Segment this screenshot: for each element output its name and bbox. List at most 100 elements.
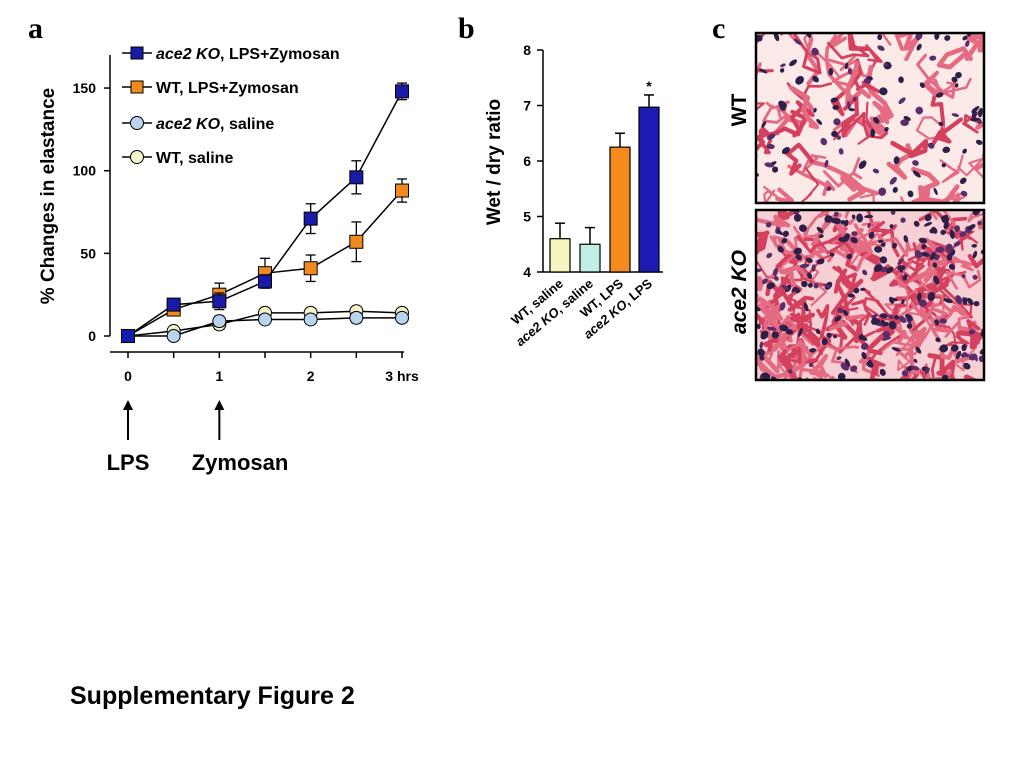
a-data-point [303, 261, 318, 276]
a-legend-label-rest: WT, LPS+Zymosan [156, 80, 299, 97]
tissue-nucleus [971, 106, 980, 113]
tissue-nucleus [766, 282, 776, 290]
tissue-septum [936, 46, 973, 70]
tissue-septum [787, 164, 836, 197]
tissue-nucleus [772, 166, 779, 173]
tissue-nucleus [860, 287, 866, 291]
tissue-septum [787, 299, 816, 326]
a-data-point [349, 234, 364, 249]
tissue-septum [964, 33, 984, 62]
tissue-nucleus [916, 292, 922, 302]
tissue-nucleus [877, 45, 885, 51]
tissue-septum [832, 265, 858, 292]
tissue-nucleus [873, 264, 883, 272]
tissue-nucleus [923, 222, 933, 227]
a-y-tick-label: 100 [73, 163, 97, 179]
a-legend-label-italic: ace2 KO [156, 116, 221, 133]
tissue-nucleus [779, 302, 786, 311]
tissue-septum [775, 187, 795, 203]
tissue-nucleus [785, 329, 793, 335]
tissue-nucleus [911, 365, 920, 371]
tissue-nucleus [951, 76, 958, 83]
tissue-nucleus [766, 326, 777, 331]
tissue-nucleus [781, 146, 790, 155]
tissue-nucleus [971, 243, 978, 248]
tissue-nucleus [816, 226, 824, 234]
tissue-nucleus [879, 87, 888, 96]
tissue-nucleus [811, 264, 816, 272]
tissue-septum [865, 44, 883, 75]
tissue-nucleus [889, 224, 894, 229]
tissue-nucleus [977, 220, 982, 226]
tissue-nucleus [978, 107, 983, 118]
tissue-septum [915, 237, 948, 266]
tissue-nucleus [781, 284, 790, 291]
tissue-nucleus [927, 291, 936, 302]
a-legend-label: ace2 KO, LPS+Zymosan [156, 46, 340, 63]
tissue-septum [859, 193, 877, 203]
tissue-nucleus [973, 300, 980, 307]
a-data-point [395, 310, 409, 325]
tissue-septum [867, 356, 879, 380]
tissue-septum [910, 184, 960, 203]
tissue-nucleus [758, 68, 768, 74]
tissue-septum [756, 311, 765, 325]
a-data-point [349, 310, 364, 325]
tissue-nucleus [889, 176, 897, 185]
a-data-point [212, 314, 227, 329]
tissue-nucleus [838, 148, 844, 155]
tissue-nucleus [951, 113, 960, 117]
tissue-nucleus [888, 320, 897, 330]
tissue-septum [866, 210, 898, 239]
tissue-septum [756, 62, 762, 79]
tissue-septum [967, 212, 984, 223]
tissue-nucleus [884, 126, 889, 132]
tissue-septum [858, 113, 884, 138]
a-legend-label-rest: , LPS+Zymosan [220, 46, 340, 63]
tissue-nucleus [913, 220, 920, 227]
tissue-nucleus [934, 319, 940, 326]
ko-micrograph-frame [754, 208, 986, 382]
panel-label-c: c [712, 12, 725, 45]
tissue-nucleus [886, 266, 894, 274]
tissue-septum [779, 264, 813, 288]
a-data-point [166, 329, 181, 343]
tissue-septum [930, 117, 964, 148]
tissue-nucleus [933, 187, 938, 196]
tissue-nucleus [927, 142, 935, 149]
tissue-nucleus [772, 267, 778, 277]
tissue-nucleus [806, 257, 813, 263]
a-data-point [166, 297, 181, 312]
tissue-nucleus [935, 337, 941, 343]
tissue-nucleus [840, 220, 847, 225]
tissue-nucleus [809, 348, 817, 353]
tissue-septum [836, 266, 864, 315]
tissue-nucleus [816, 118, 823, 125]
tissue-nucleus [808, 362, 814, 367]
tissue-septum [785, 142, 815, 176]
a-x-tick-label: 3 hrs [385, 368, 419, 384]
tissue-nucleus [873, 117, 880, 124]
tissue-nucleus [880, 242, 886, 247]
a-y-axis-title: % Changes in elastance [38, 88, 59, 304]
tissue-nucleus [877, 239, 884, 243]
tissue-nucleus [905, 313, 913, 322]
tissue-nucleus [901, 370, 909, 377]
tissue-nucleus [944, 35, 951, 41]
tissue-nucleus [879, 313, 888, 319]
tissue-nucleus [890, 297, 898, 302]
tissue-septum [945, 269, 982, 290]
tissue-nucleus [965, 40, 970, 47]
tissue-septum [756, 260, 779, 280]
wt-micrograph-frame [754, 31, 986, 205]
tissue-nucleus [761, 372, 771, 380]
tissue-nucleus [948, 263, 956, 270]
b-bar [549, 238, 571, 273]
tissue-nucleus [813, 283, 819, 289]
tissue-nucleus [871, 317, 879, 325]
tissue-nucleus [833, 211, 839, 217]
tissue-nucleus [853, 287, 860, 294]
tissue-nucleus [962, 297, 968, 305]
tissue-nucleus [943, 298, 953, 304]
a-legend-marker [130, 80, 144, 94]
